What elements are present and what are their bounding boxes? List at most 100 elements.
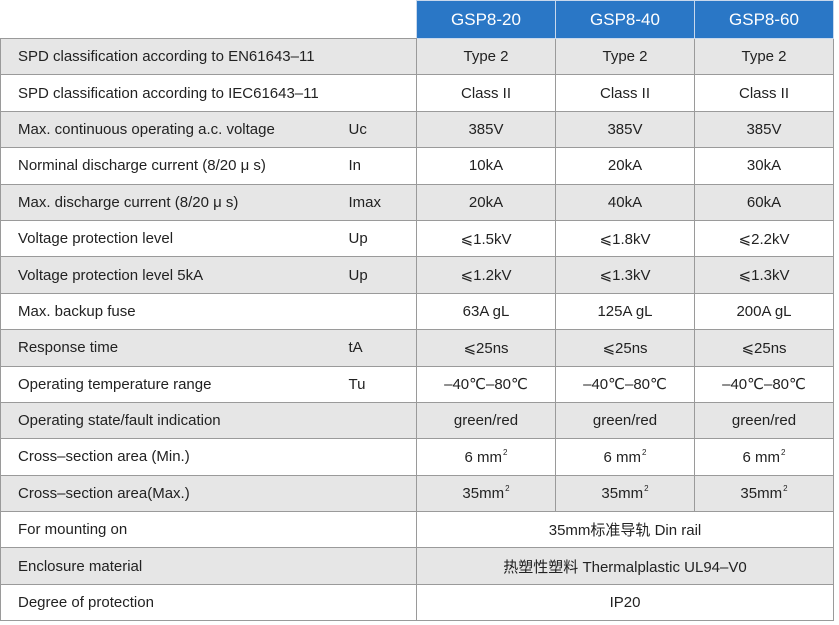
row-label: Max. continuous operating a.c. voltage (0, 110, 335, 149)
cell-value: Type 2 (555, 37, 695, 76)
table-row: Operating temperature range Tu –40℃–80℃ … (0, 365, 834, 403)
row-symbol: Up (334, 256, 417, 294)
table-row: Operating state/fault indication green/r… (0, 401, 834, 440)
cell-text: 35mm (462, 485, 505, 503)
table-row: For mounting on 35mm标准导轨 Din rail (0, 511, 834, 549)
cell-value: Class II (694, 74, 834, 112)
cell-value: 35mm2 (555, 474, 695, 513)
merged-value: IP20 (416, 583, 834, 622)
cell-value: 20kA (416, 183, 556, 221)
row-label: Operating temperature range (0, 365, 335, 403)
row-symbol: Uc (334, 110, 417, 149)
cell-value: –40℃–80℃ (555, 365, 695, 403)
cell-text: 35mm (601, 485, 644, 503)
table-row: Cross–section area (Min.) 6 mm2 6 mm2 6 … (0, 438, 834, 476)
table-row: SPD classification according to IEC61643… (0, 74, 834, 112)
cell-value: –40℃–80℃ (694, 365, 834, 403)
cell-value: 35mm2 (416, 474, 556, 513)
cell-value: Type 2 (694, 37, 834, 76)
header-model-2: GSP8-40 (555, 0, 695, 39)
row-label: SPD classification according to IEC61643… (0, 74, 335, 112)
cell-value: 35mm2 (694, 474, 834, 513)
table-row: Voltage protection level Up ⩽1.5kV ⩽1.8k… (0, 219, 834, 258)
header-model-1: GSP8-20 (416, 0, 556, 39)
row-symbol: Tu (334, 365, 417, 403)
row-label: Operating state/fault indication (0, 401, 335, 440)
cell-value: 20kA (555, 147, 695, 185)
superscript: 2 (642, 447, 647, 457)
cell-value: green/red (416, 401, 556, 440)
cell-value: 30kA (694, 147, 834, 185)
row-symbol (334, 292, 417, 331)
merged-value: 35mm标准导轨 Din rail (416, 511, 834, 549)
cell-text: 6 mm (464, 448, 503, 466)
row-symbol (334, 438, 417, 476)
row-label: Voltage protection level 5kA (0, 256, 335, 294)
cell-text: 35mm (740, 485, 783, 503)
header-row: GSP8-20 GSP8-40 GSP8-60 (0, 0, 834, 39)
table-row: Degree of protection IP20 (0, 583, 834, 622)
row-symbol: In (334, 147, 417, 185)
cell-value: ⩽1.3kV (555, 256, 695, 294)
table-row: Cross–section area(Max.) 35mm2 35mm2 35m… (0, 474, 834, 513)
cell-value: ⩽25ns (555, 329, 695, 367)
cell-value: green/red (555, 401, 695, 440)
row-label: Max. backup fuse (0, 292, 335, 331)
cell-value: ⩽1.2kV (416, 256, 556, 294)
row-label: For mounting on (0, 511, 335, 549)
superscript: 2 (644, 484, 649, 494)
cell-value: ⩽2.2kV (694, 219, 834, 258)
row-label: Voltage protection level (0, 219, 335, 258)
row-label: Cross–section area(Max.) (0, 474, 335, 513)
superscript: 2 (503, 447, 508, 457)
cell-value: 40kA (555, 183, 695, 221)
cell-value: Class II (555, 74, 695, 112)
row-symbol (334, 547, 417, 585)
cell-value: ⩽25ns (416, 329, 556, 367)
row-label: SPD classification according to EN61643–… (0, 37, 335, 76)
row-label: Norminal discharge current (8/20 μ s) (0, 147, 335, 185)
table-row: Enclosure material 热塑性塑料 Thermalplastic … (0, 547, 834, 585)
superscript: 2 (783, 484, 788, 494)
row-symbol (334, 583, 417, 622)
header-model-3: GSP8-60 (694, 0, 834, 39)
cell-value: –40℃–80℃ (416, 365, 556, 403)
row-symbol (334, 474, 417, 513)
cell-text: 6 mm (742, 448, 781, 466)
superscript: 2 (781, 447, 786, 457)
merged-value: 热塑性塑料 Thermalplastic UL94–V0 (416, 547, 834, 585)
cell-value: 6 mm2 (416, 438, 556, 476)
cell-value: 385V (694, 110, 834, 149)
table-row: Max. discharge current (8/20 μ s) Imax 2… (0, 183, 834, 221)
row-symbol (334, 74, 417, 112)
cell-value: 6 mm2 (555, 438, 695, 476)
cell-value: Class II (416, 74, 556, 112)
table-row: Max. continuous operating a.c. voltage U… (0, 110, 834, 149)
cell-value: 125A gL (555, 292, 695, 331)
cell-value: 60kA (694, 183, 834, 221)
cell-text: 6 mm (603, 448, 642, 466)
cell-value: ⩽25ns (694, 329, 834, 367)
cell-value: 6 mm2 (694, 438, 834, 476)
cell-value: ⩽1.3kV (694, 256, 834, 294)
row-label: Max. discharge current (8/20 μ s) (0, 183, 335, 221)
row-label: Response time (0, 329, 335, 367)
row-symbol (334, 511, 417, 549)
row-symbol: Up (334, 219, 417, 258)
row-symbol (334, 37, 417, 76)
cell-value: 385V (416, 110, 556, 149)
cell-value: ⩽1.5kV (416, 219, 556, 258)
cell-value: 63A gL (416, 292, 556, 331)
cell-value: Type 2 (416, 37, 556, 76)
row-label: Enclosure material (0, 547, 335, 585)
cell-value: green/red (694, 401, 834, 440)
row-label: Degree of protection (0, 583, 335, 622)
row-symbol: tA (334, 329, 417, 367)
table-row: Response time tA ⩽25ns ⩽25ns ⩽25ns (0, 329, 834, 367)
superscript: 2 (505, 484, 510, 494)
row-symbol (334, 401, 417, 440)
cell-value: ⩽1.8kV (555, 219, 695, 258)
table-row: Voltage protection level 5kA Up ⩽1.2kV ⩽… (0, 256, 834, 294)
table-row: Max. backup fuse 63A gL 125A gL 200A gL (0, 292, 834, 331)
